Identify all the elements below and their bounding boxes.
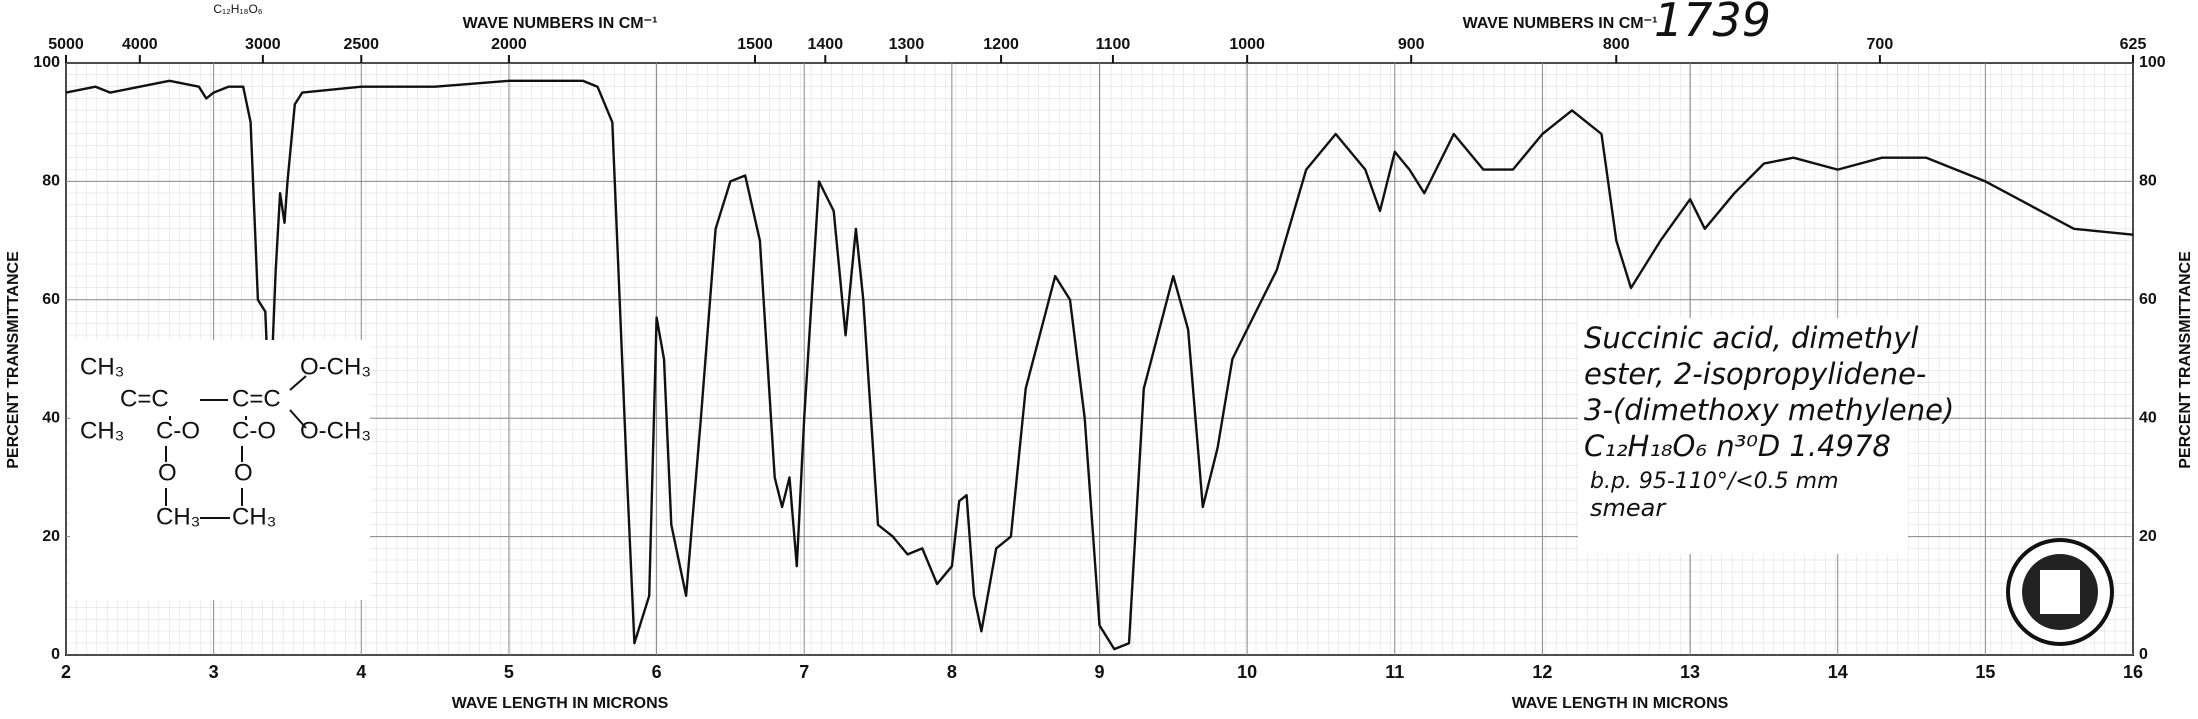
annotation: Succinic acid, dimethyl ester, 2-isoprop… <box>1578 318 1954 554</box>
annotation-line: b.p. 95-110°/<0.5 mm <box>1590 469 1839 494</box>
formula: C₁₂H₁₈O₆ <box>213 2 262 16</box>
y-tick-label: 0 <box>51 646 60 663</box>
structure-label: C=C <box>120 385 169 412</box>
annotation-line: smear <box>1590 494 1667 522</box>
structure-label: O <box>234 459 253 486</box>
x-tick-label: 12 <box>1532 662 1552 682</box>
y-tick-label: 20 <box>42 528 60 545</box>
structure: CH₃ C=C C=C O-CH₃ CH₃ C-O C-O O-CH₃ O O … <box>70 340 371 600</box>
x-axis-label: WAVE LENGTH IN MICRONS <box>452 695 669 712</box>
y-tick-label: 80 <box>42 173 60 190</box>
structure-bonds <box>165 375 307 519</box>
x-tick-label: 10 <box>1237 662 1257 682</box>
top-tick-label: 1100 <box>1096 36 1131 53</box>
x-tick-label: 15 <box>1975 662 1995 682</box>
top-tick-label: 4000 <box>122 36 158 53</box>
structure-bg <box>70 340 370 600</box>
structure-label: CH₃ <box>232 503 276 530</box>
top-tick-label: 1300 <box>889 36 925 53</box>
y-tick-label: 80 <box>2139 173 2157 190</box>
structure-label: CH₃ <box>80 417 124 444</box>
annotation-line: 3-(dimethoxy methylene) <box>1584 393 1954 427</box>
x-tick-label: 2 <box>61 662 71 682</box>
structure-label: C-O <box>156 417 200 444</box>
x-tick-label: 3 <box>209 662 219 682</box>
logo <box>2006 538 2114 646</box>
top-tick-label: 625 <box>2120 36 2147 53</box>
y-tick-label: 100 <box>2139 54 2166 71</box>
structure-label: C=C <box>232 385 281 412</box>
x-tick-label: 8 <box>947 662 957 682</box>
top-axis-label: WAVE NUMBERS IN CM⁻¹ <box>463 15 658 32</box>
y-axis-label: PERCENT TRANSMITTANCE <box>2177 251 2194 469</box>
x-tick-label: 6 <box>652 662 662 682</box>
top-tick-label: 2500 <box>343 36 379 53</box>
x-tick-label: 11 <box>1385 662 1404 682</box>
spectrum-line <box>65 79 2134 651</box>
top-tick-label: 2000 <box>491 36 527 53</box>
annotation-line: C₁₂H₁₈O₆ n³⁰D 1.4978 <box>1584 429 1891 463</box>
annotation-line: ester, 2-isopropylidene- <box>1584 357 1926 391</box>
top-tick-label: 700 <box>1867 36 1894 53</box>
y-tick-label: 60 <box>42 291 60 308</box>
top-axis-label: WAVE NUMBERS IN CM⁻¹ <box>1463 15 1658 32</box>
top-tick-label: 1400 <box>808 36 844 53</box>
x-tick-label: 14 <box>1828 662 1848 682</box>
top-tick-label: 1200 <box>983 36 1019 53</box>
structure-label: CH₃ <box>80 353 124 380</box>
y-axis-label: PERCENT TRANSMITTANCE <box>5 251 22 469</box>
y-tick-label: 20 <box>2139 528 2157 545</box>
y-tick-label: 40 <box>42 409 60 426</box>
logo-mark <box>2040 570 2080 614</box>
x-tick-label: 7 <box>799 662 809 682</box>
structure-label: O-CH₃ <box>300 353 371 380</box>
structure-label: O-CH₃ <box>300 417 371 444</box>
structure-label: CH₃ <box>156 503 200 530</box>
top-tick-label: 800 <box>1603 36 1630 53</box>
y-tick-label: 60 <box>2139 291 2157 308</box>
structure-label: C-O <box>232 417 276 444</box>
y-tick-label: 40 <box>2139 409 2157 426</box>
structure-label: O <box>158 459 177 486</box>
x-tick-label: 13 <box>1680 662 1700 682</box>
y-tick-label: 0 <box>2139 646 2148 663</box>
x-tick-label: 16 <box>2123 662 2143 682</box>
annotation-line: Succinic acid, dimethyl <box>1584 321 1918 355</box>
x-tick-label: 9 <box>1094 662 1104 682</box>
x-tick-label: 4 <box>356 662 366 682</box>
top-tick-label: 900 <box>1398 36 1425 53</box>
x-axis-label: WAVE LENGTH IN MICRONS <box>1512 695 1729 712</box>
top-tick-label: 3000 <box>245 36 281 53</box>
annotation-bg <box>1578 318 1908 554</box>
catalog-number: 1739 <box>1654 0 1771 47</box>
y-tick-label: 100 <box>33 54 60 71</box>
top-tick-label: 5000 <box>48 36 84 53</box>
top-tick-label: 1500 <box>737 36 773 53</box>
x-tick-label: 5 <box>504 662 514 682</box>
top-tick-label: 1000 <box>1229 36 1265 53</box>
